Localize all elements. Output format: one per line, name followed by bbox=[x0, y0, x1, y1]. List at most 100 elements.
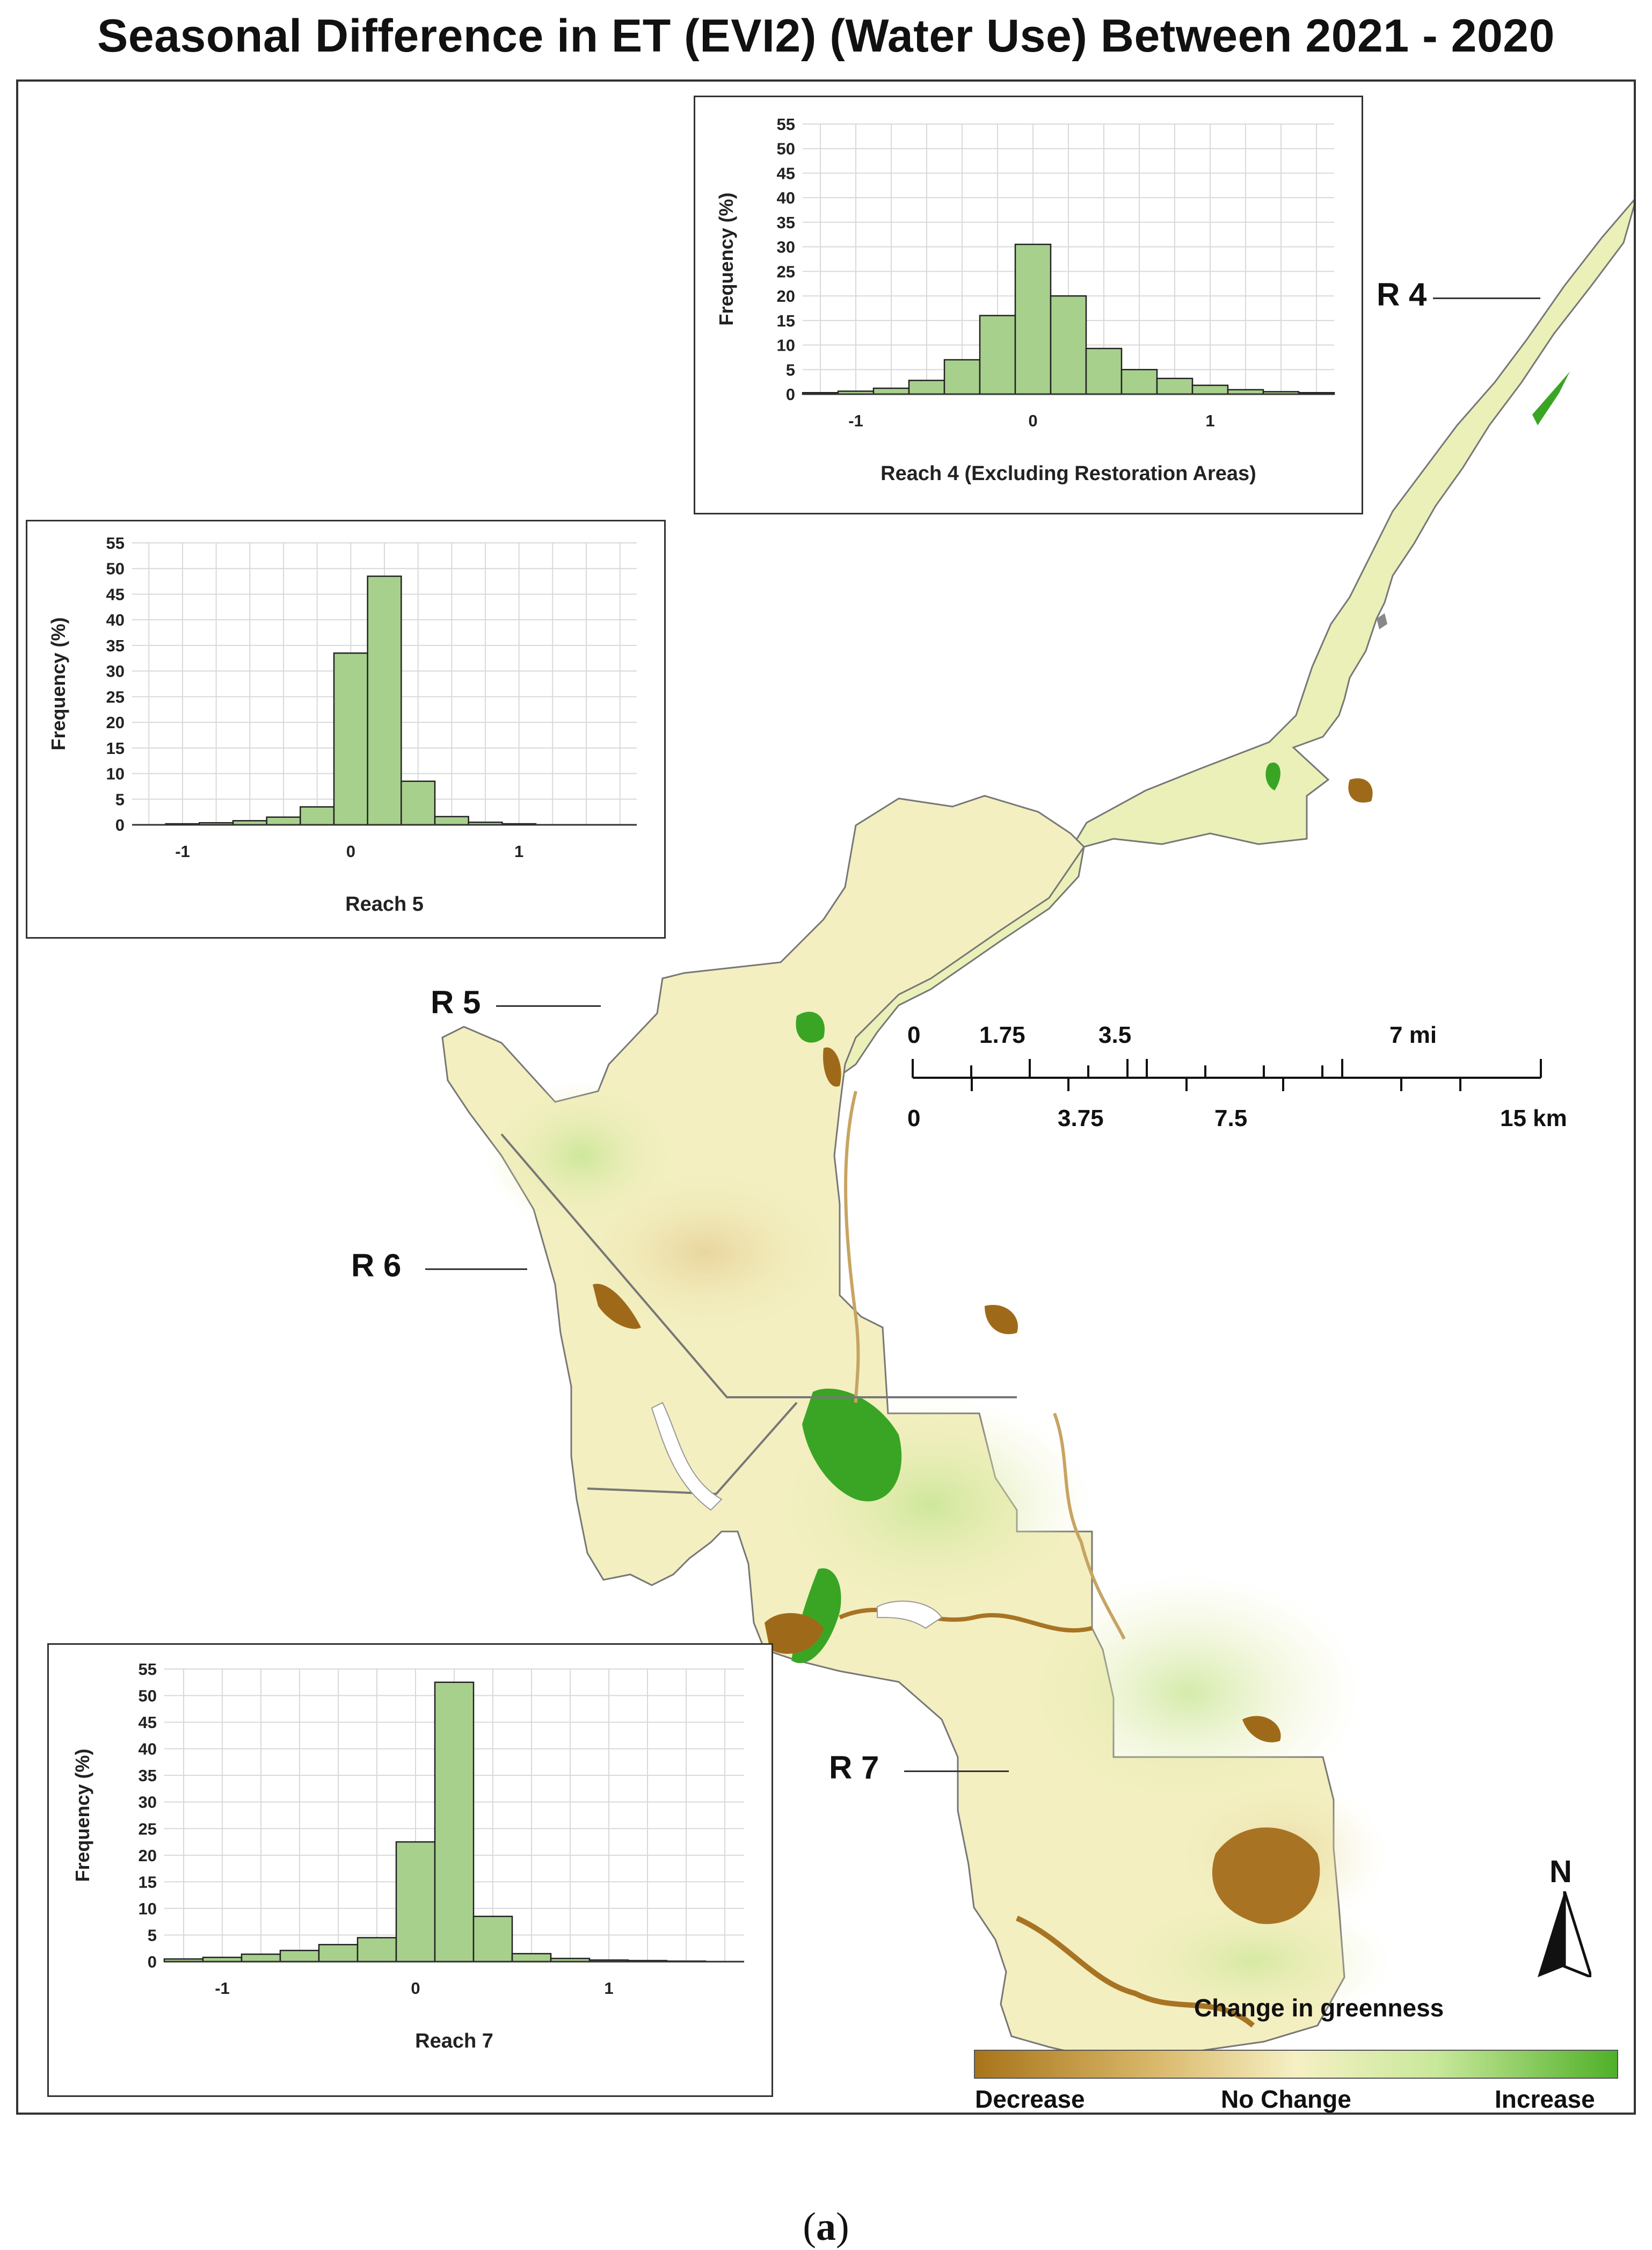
y-tick-label: 10 bbox=[139, 1899, 157, 1918]
y-tick-label: 5 bbox=[115, 790, 125, 809]
histogram-bar bbox=[979, 315, 1016, 395]
histogram-bar bbox=[318, 1944, 359, 1963]
histogram-bar bbox=[300, 806, 335, 826]
increase-patch bbox=[1532, 372, 1570, 425]
legend-color-ramp bbox=[974, 2050, 1618, 2079]
y-tick-label: 50 bbox=[777, 140, 795, 158]
reach-boundary bbox=[587, 1402, 798, 1496]
leader-line bbox=[1433, 297, 1540, 299]
x-axis-label: Reach 4 (Excluding Restoration Areas) bbox=[880, 462, 1256, 485]
histogram-bar bbox=[241, 1953, 281, 1963]
y-tick-label: 10 bbox=[106, 765, 125, 783]
y-tick-label: 25 bbox=[777, 262, 795, 281]
histogram-bar bbox=[511, 1953, 552, 1963]
green-patch bbox=[1017, 1574, 1360, 1811]
legend-decrease-label: Decrease bbox=[975, 2085, 1085, 2113]
water-body bbox=[877, 1600, 943, 1629]
x-tick-label: 0 bbox=[1028, 411, 1037, 430]
x-tick-label: -1 bbox=[175, 842, 190, 861]
scale-km-label: 15 km bbox=[1500, 1105, 1567, 1131]
decrease-patch bbox=[593, 1283, 641, 1329]
y-tick-label: 15 bbox=[777, 311, 795, 330]
histogram-bar bbox=[872, 387, 910, 395]
histogram-reach7: 0 5 10 15 20 25 30 35 40 45 50 55 -1 0 1 Reach 7 Frequen… bbox=[47, 1643, 773, 2097]
y-tick-label: 50 bbox=[106, 560, 125, 578]
legend-no-change-label: No Change bbox=[1221, 2085, 1351, 2113]
reach4-corridor bbox=[778, 199, 1634, 1100]
reach-label-r7: R 7 bbox=[829, 1750, 879, 1786]
y-tick-label: 20 bbox=[777, 287, 795, 306]
y-tick-label: 45 bbox=[106, 585, 125, 604]
y-tick-label: 0 bbox=[786, 385, 795, 404]
river-channel bbox=[1053, 1412, 1126, 1640]
x-axis-label: Reach 7 bbox=[415, 2030, 493, 2052]
y-tick-label: 30 bbox=[777, 238, 795, 257]
decrease-patch bbox=[765, 1613, 824, 1654]
green-patch bbox=[1114, 1897, 1393, 2026]
decrease-patch bbox=[1348, 778, 1373, 803]
scale-km-label: 7.5 bbox=[1214, 1105, 1247, 1131]
histogram-bar bbox=[472, 1915, 513, 1963]
y-tick-label: 55 bbox=[777, 115, 795, 134]
y-tick-label: 35 bbox=[777, 213, 795, 232]
north-label: N bbox=[1549, 1854, 1572, 1889]
y-tick-label: 50 bbox=[139, 1687, 157, 1705]
river-channel bbox=[844, 1091, 860, 1403]
histogram-bar bbox=[434, 1681, 475, 1963]
histogram-bar bbox=[279, 1949, 320, 1963]
y-axis-label: Frequency (%) bbox=[47, 617, 69, 750]
y-tick-label: 35 bbox=[139, 1766, 157, 1785]
histogram-bar bbox=[434, 816, 469, 826]
y-tick-label: 30 bbox=[106, 662, 125, 681]
scale-mi-label: 7 mi bbox=[1389, 1022, 1437, 1048]
x-tick-label: -1 bbox=[215, 1979, 230, 1998]
reach-label-r4: R 4 bbox=[1377, 277, 1427, 313]
scale-km-label: 3.75 bbox=[1058, 1105, 1104, 1131]
y-tick-label: 30 bbox=[139, 1793, 157, 1812]
histogram-bar bbox=[266, 816, 301, 826]
increase-patch bbox=[796, 1012, 825, 1043]
decrease-patch bbox=[823, 1047, 841, 1087]
histogram-reach7-plot: 0 5 10 15 20 25 30 35 40 45 50 55 -1 0 1 Reach 7 Frequen… bbox=[71, 1660, 744, 2052]
histogram-bar bbox=[395, 1841, 436, 1963]
histogram-bar bbox=[401, 780, 436, 826]
leader-line bbox=[904, 1770, 1009, 1772]
scale-mi-label: 1.75 bbox=[979, 1022, 1025, 1048]
water-body bbox=[651, 1402, 723, 1511]
y-tick-label: 55 bbox=[139, 1660, 157, 1679]
histogram-bar bbox=[908, 380, 945, 395]
x-tick-label: 1 bbox=[1205, 411, 1214, 430]
decrease-patch bbox=[1242, 1716, 1281, 1743]
histogram-bar bbox=[1050, 295, 1087, 395]
leader-line bbox=[425, 1268, 527, 1270]
y-tick-label: 5 bbox=[786, 360, 795, 379]
y-tick-label: 40 bbox=[106, 611, 125, 629]
y-tick-label: 5 bbox=[148, 1926, 157, 1944]
increase-patch bbox=[1265, 763, 1280, 790]
y-tick-label: 25 bbox=[106, 687, 125, 706]
histogram-reach4-plot: 0 5 10 15 20 25 30 35 40 45 50 55 -1 0 1 Reach 4 (Exclu… bbox=[715, 115, 1335, 485]
y-tick-label: 40 bbox=[139, 1740, 157, 1759]
y-tick-label: 20 bbox=[139, 1846, 157, 1865]
y-tick-label: 0 bbox=[115, 816, 125, 834]
histogram-bar bbox=[1014, 243, 1052, 395]
y-tick-label: 55 bbox=[106, 534, 125, 553]
scale-bar: 0 1.75 3.5 7 mi 0 3.75 7.5 15 km bbox=[907, 1022, 1567, 1131]
water-body bbox=[1377, 613, 1387, 629]
page-title: Seasonal Difference in ET (EVI2) (Water … bbox=[97, 10, 1555, 62]
x-tick-label: -1 bbox=[848, 411, 863, 430]
map-frame: R 4 R 5 R 6 R 7 0 1.75 3.5 7 mi 0 3.75 7… bbox=[16, 79, 1636, 2115]
decrease-patch bbox=[1212, 1827, 1320, 1924]
histogram-reach5-plot: 0 5 10 15 20 25 30 35 40 45 50 55 -1 0 1 Reach 5 Frequen… bbox=[47, 534, 637, 916]
y-tick-label: 15 bbox=[106, 739, 125, 758]
leader-line bbox=[496, 1005, 601, 1007]
histogram-bar bbox=[356, 1937, 397, 1963]
increase-patch bbox=[802, 1388, 902, 1501]
y-tick-label: 45 bbox=[777, 164, 795, 183]
figure-caption: (a) bbox=[803, 2205, 849, 2249]
north-arrow-icon bbox=[1538, 1891, 1591, 1977]
x-axis-label: Reach 5 bbox=[345, 893, 424, 916]
y-tick-label: 40 bbox=[777, 188, 795, 207]
decrease-channel bbox=[1015, 1915, 1255, 2028]
y-tick-label: 35 bbox=[106, 636, 125, 655]
